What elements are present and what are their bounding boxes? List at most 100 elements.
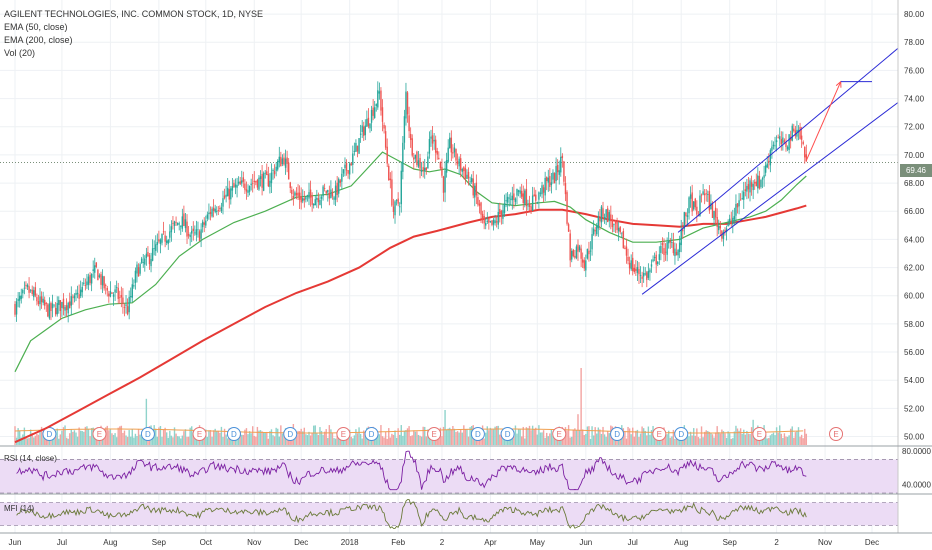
legend-title[interactable]: AGILENT TECHNOLOGIES, INC. COMMON STOCK,… (4, 9, 264, 19)
candle-body (206, 214, 209, 219)
candle-body (236, 184, 238, 188)
dividend-marker (226, 427, 241, 441)
volume-bar (546, 432, 548, 445)
rsi-tick-label: 80.0000 (902, 447, 931, 456)
candle-body (211, 208, 213, 217)
volume-bar (671, 436, 673, 445)
candle-body (353, 150, 356, 152)
volume-bar (633, 436, 635, 445)
candle-body (774, 145, 776, 147)
volume-bar (312, 425, 315, 445)
volume-bar (178, 436, 180, 445)
candle-body (409, 133, 412, 140)
candle-body (707, 194, 709, 196)
candle-body (389, 178, 392, 181)
candle-body (348, 163, 351, 175)
time-tick-label: Sep (152, 538, 167, 547)
candle-body (588, 250, 590, 255)
candle-body (15, 301, 18, 315)
candle-body (58, 300, 60, 305)
volume-bar (644, 430, 646, 445)
channel-lower-line[interactable] (641, 102, 899, 295)
marker-letter: E (657, 430, 662, 439)
candle-body (402, 142, 404, 172)
legend-ema50[interactable]: EMA (50, close) (4, 22, 68, 32)
candle-body (106, 287, 108, 291)
candle-body (517, 190, 520, 193)
volume-bar (627, 426, 629, 445)
candle-body (59, 300, 62, 311)
volume-bar (764, 434, 767, 445)
candle-body (738, 200, 740, 207)
volume-bar (700, 426, 703, 445)
candle-body (69, 301, 71, 309)
volume-bar (248, 431, 251, 445)
volume-bar (743, 429, 745, 445)
mfi-label[interactable]: MFI (14) (4, 504, 35, 513)
volume-bar (675, 434, 678, 445)
channel-upper-line[interactable] (677, 47, 899, 233)
candle-body (83, 282, 85, 284)
candle-body (339, 180, 341, 183)
candle-body (449, 137, 451, 149)
candle-body (394, 201, 396, 216)
volume-bar (619, 437, 621, 445)
volume-bar (741, 433, 743, 445)
volume-bar (353, 435, 356, 445)
candle-body (266, 171, 268, 176)
candle-body (128, 296, 130, 313)
candle-body (233, 182, 235, 188)
candle-body (474, 185, 476, 198)
volume-bar (339, 435, 341, 445)
candle-body (675, 251, 678, 256)
candle-body (711, 204, 714, 218)
candle-body (649, 269, 651, 273)
volume-bar (73, 430, 76, 445)
candle-body (208, 212, 210, 215)
candle-body (214, 208, 216, 213)
candle-body (305, 196, 307, 200)
candle-body (581, 259, 584, 263)
price-tick-label: 52.00 (904, 404, 925, 413)
volume-bar (736, 428, 739, 445)
volume-bar (655, 438, 657, 445)
volume-bar (167, 437, 169, 445)
volume-bar (713, 437, 715, 445)
volume-bar (442, 426, 445, 445)
candle-body (308, 192, 310, 199)
candle-body (693, 201, 695, 210)
candle-body (719, 225, 722, 229)
candle-body (122, 297, 124, 305)
volume-bar (79, 430, 82, 445)
volume-bar (394, 430, 396, 445)
trend-channel[interactable] (641, 47, 899, 295)
candle-body (491, 220, 493, 225)
candle-body (44, 299, 46, 306)
rsi-label[interactable]: RSI (14, close) (4, 454, 57, 463)
volume-bar (300, 428, 302, 445)
volume-bar (267, 438, 270, 445)
candle-body (602, 208, 604, 217)
volume-bar (231, 437, 234, 445)
volume-bar (159, 425, 162, 445)
candle-body (70, 296, 73, 306)
volume-bar (26, 438, 29, 445)
time-tick-label: Apr (484, 538, 497, 547)
time-tick-label: Jul (57, 538, 67, 547)
candle-body (366, 119, 368, 127)
legend-vol[interactable]: Vol (20) (4, 48, 36, 58)
volume-bar (216, 431, 218, 445)
candle-body (239, 181, 241, 185)
candle-body (72, 296, 74, 298)
candle-body (273, 171, 276, 175)
candle-body (216, 210, 218, 212)
legend-ema200[interactable]: EMA (200, close) (4, 35, 73, 45)
candle-body (253, 180, 255, 183)
candle-body (511, 195, 514, 201)
earnings-marker (752, 427, 767, 441)
candle-body (62, 298, 65, 309)
candle-body (20, 295, 22, 299)
volume-bar (642, 428, 645, 445)
